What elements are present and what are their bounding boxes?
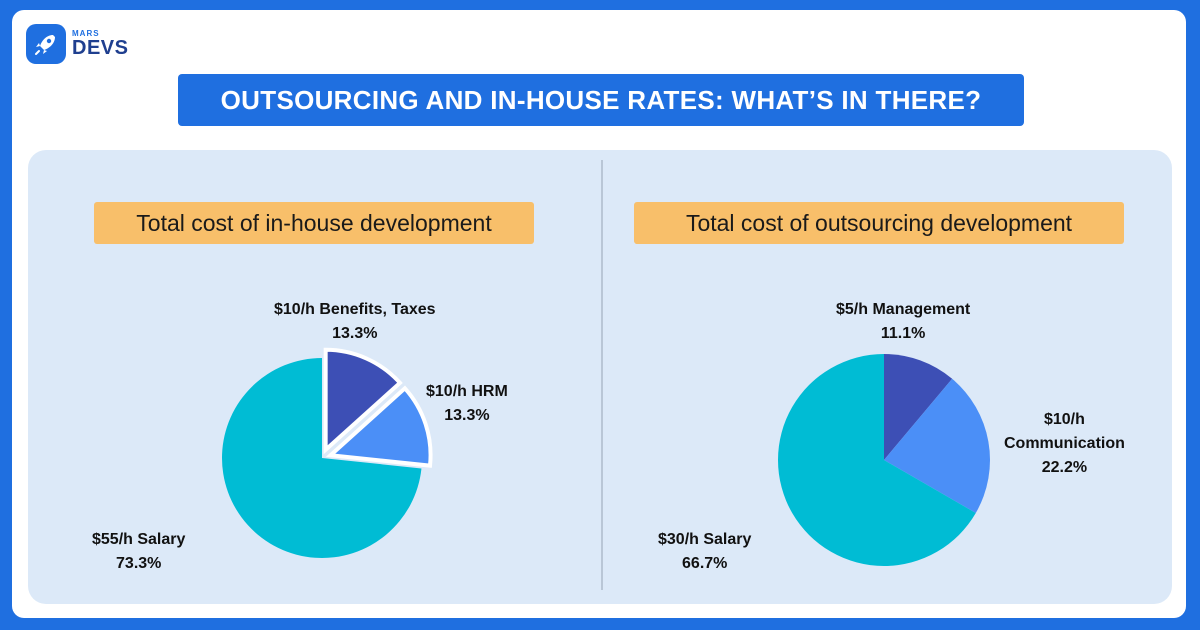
label-percent: 22.2% <box>1041 459 1088 476</box>
chart-title-inhouse: Total cost of in-house development <box>94 202 534 244</box>
label-text: $10/h HRM <box>426 383 508 400</box>
divider <box>601 160 603 590</box>
logo: MARS DEVS <box>26 24 128 64</box>
chart-title-outsourcing: Total cost of outsourcing development <box>634 202 1124 244</box>
label-percent: 13.3% <box>444 407 490 424</box>
label-inhouse-benefits: $10/h Benefits, Taxes 13.3% <box>274 298 436 346</box>
infographic-card: MARS DEVS OUTSOURCING AND IN-HOUSE RATES… <box>12 10 1186 618</box>
logo-small-text: MARS <box>72 29 100 38</box>
label-text-line2: Communication <box>1004 435 1125 452</box>
pie-slice-inhouse-2 <box>221 358 422 558</box>
rocket-icon <box>26 24 66 64</box>
pie-slice-inhouse-0 <box>323 347 403 455</box>
pie-slice-inhouse-1 <box>325 385 433 468</box>
label-percent: 73.3% <box>116 555 162 572</box>
label-inhouse-salary: $55/h Salary 73.3% <box>92 528 185 576</box>
charts-panel: Total cost of in-house development Total… <box>28 150 1172 604</box>
label-text: $10/h Benefits, Taxes <box>274 301 436 318</box>
label-percent: 66.7% <box>682 555 728 572</box>
label-percent: 13.3% <box>332 325 378 342</box>
label-inhouse-hrm: $10/h HRM 13.3% <box>426 380 508 428</box>
label-text: $55/h Salary <box>92 531 186 548</box>
label-text-line1: $10/h <box>1043 411 1085 428</box>
pie-charts <box>221 347 991 566</box>
label-percent: 11.1% <box>880 325 926 342</box>
label-text: $30/h Salary <box>658 531 752 548</box>
pie-slice-outsourcing-2 <box>778 354 976 566</box>
label-outsourcing-communication: $10/h Communication 22.2% <box>1004 408 1125 480</box>
page-title: OUTSOURCING AND IN-HOUSE RATES: WHAT’S I… <box>178 74 1024 126</box>
pie-slice-outsourcing-1 <box>884 378 991 513</box>
pie-slice-outsourcing-0 <box>884 354 953 460</box>
label-text: $5/h Management <box>836 301 971 318</box>
label-outsourcing-salary: $30/h Salary 66.7% <box>658 528 751 576</box>
label-outsourcing-management: $5/h Management 11.1% <box>836 298 970 346</box>
logo-big-text: DEVS <box>72 37 129 59</box>
